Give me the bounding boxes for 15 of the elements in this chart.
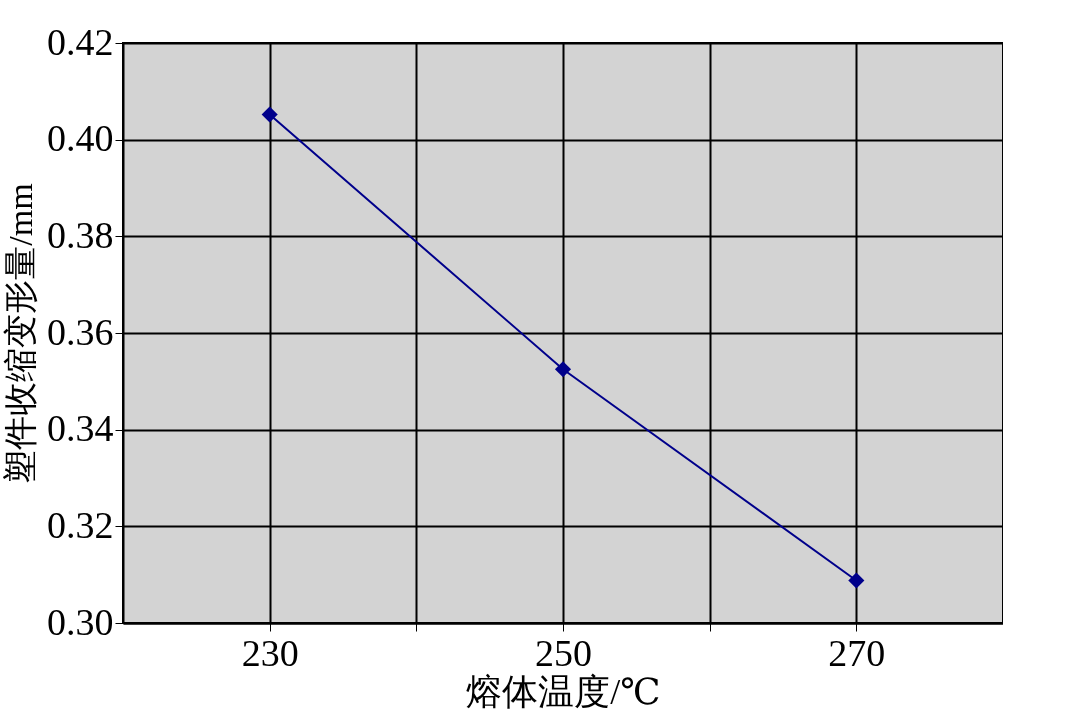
- point: [554, 361, 572, 378]
- y-tick-label: 0.30: [47, 600, 114, 643]
- y-tick-label: 0.40: [47, 117, 114, 160]
- y-tick-label: 0.38: [47, 213, 114, 256]
- y-tick-label: 0.34: [47, 407, 114, 450]
- y-tick-label: 0.42: [47, 20, 114, 63]
- x-axis-title: 熔体温度/℃: [466, 671, 661, 712]
- x-tick-label: 250: [535, 631, 592, 674]
- y-tick-label: 0.36: [47, 310, 114, 353]
- y-tick-label: 0.32: [47, 503, 114, 546]
- y-axis-title: 塑件收缩变形量/mm: [2, 183, 39, 484]
- point: [848, 572, 865, 589]
- point: [261, 106, 278, 123]
- x-tick-label: 270: [828, 631, 886, 674]
- x-tick-label: 230: [241, 631, 299, 674]
